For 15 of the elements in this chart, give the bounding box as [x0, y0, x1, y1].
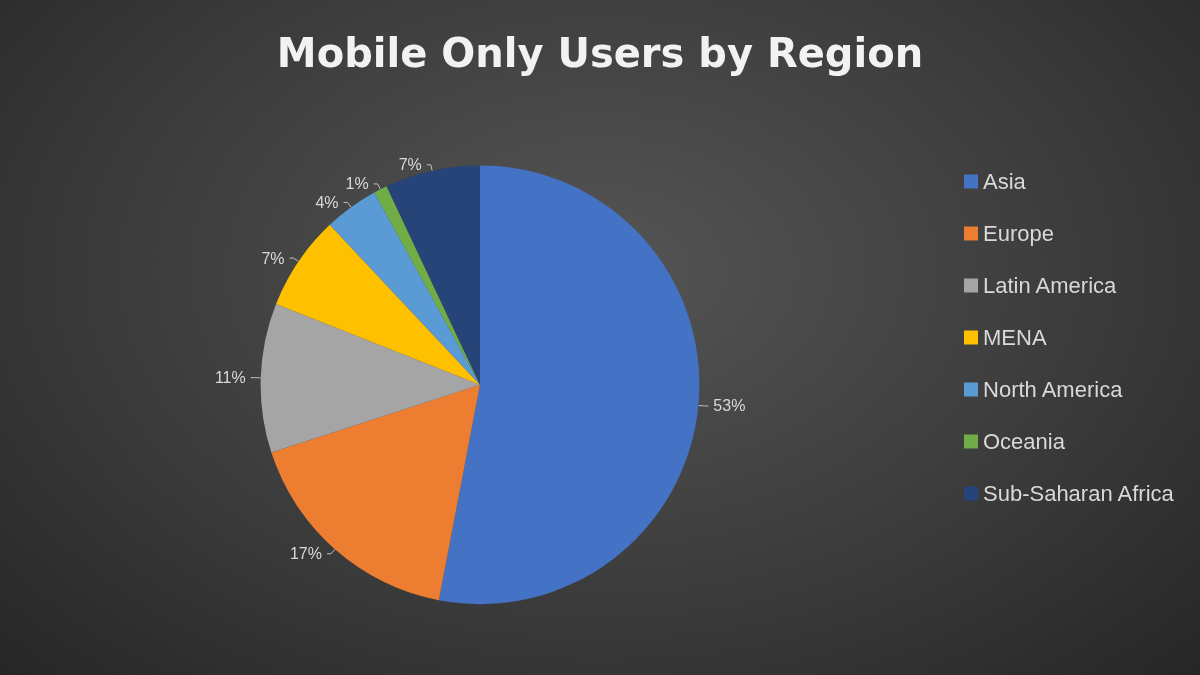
chart-title: Mobile Only Users by Region — [276, 30, 924, 76]
legend-label: North America — [983, 377, 1124, 402]
data-label: 7% — [398, 156, 422, 174]
data-label: 7% — [261, 249, 285, 267]
legend-label: Sub-Saharan Africa — [983, 481, 1175, 506]
legend-label: Europe — [983, 221, 1054, 246]
legend-label: Oceania — [983, 429, 1066, 454]
legend-label: Asia — [983, 169, 1027, 194]
data-label: 17% — [289, 545, 322, 563]
data-label: 1% — [345, 175, 369, 193]
data-label: 11% — [214, 369, 246, 387]
legend-label: MENA — [983, 325, 1047, 350]
legend-label: Latin America — [983, 273, 1118, 298]
data-label: 4% — [315, 193, 339, 211]
data-label: 53% — [713, 397, 746, 415]
